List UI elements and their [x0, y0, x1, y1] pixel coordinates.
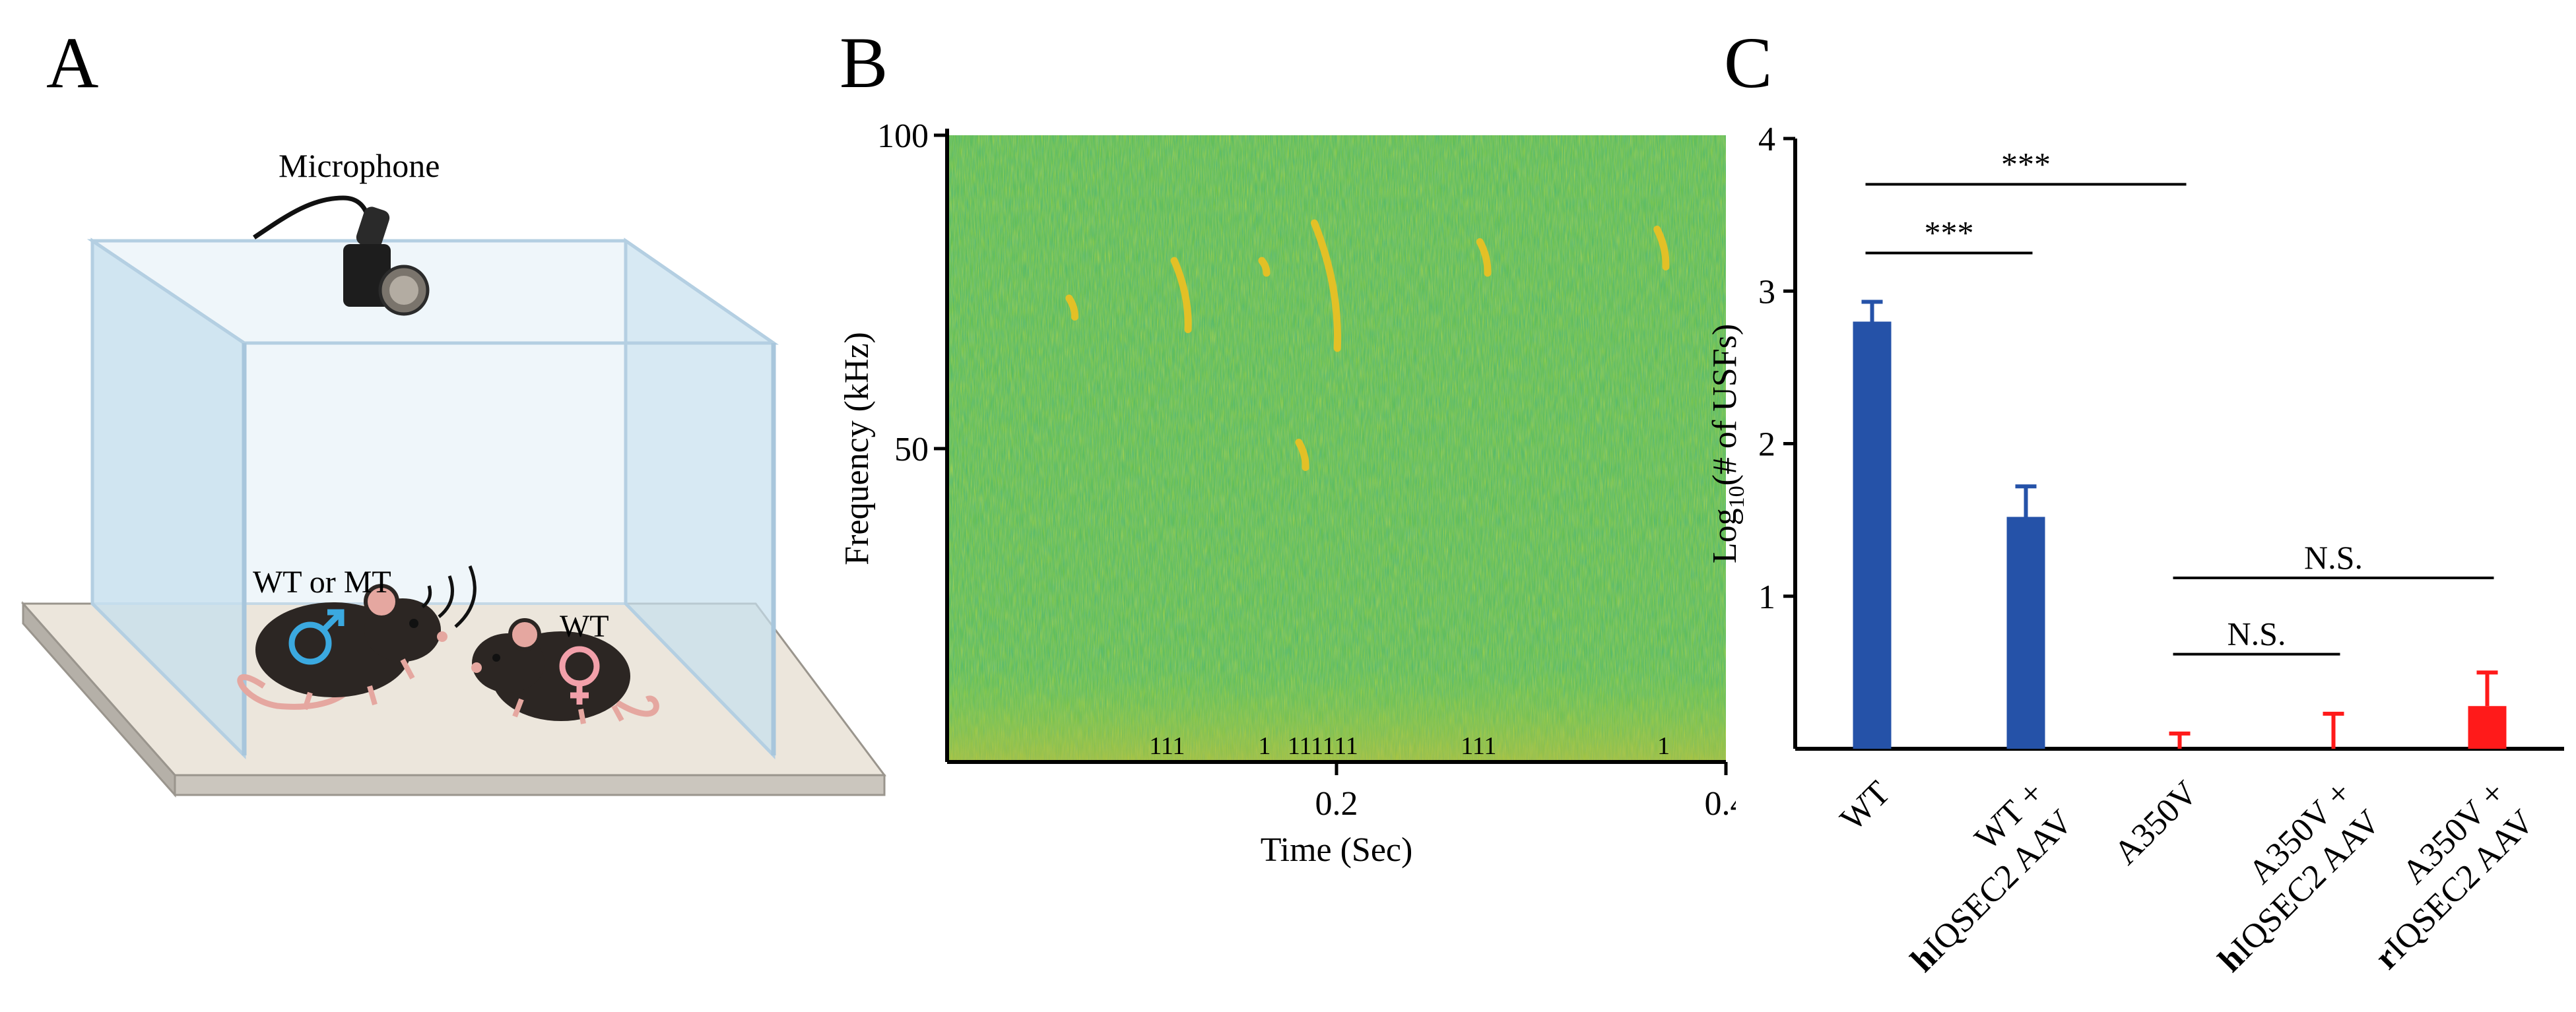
y-label-subscript: 10	[1725, 486, 1749, 508]
bar-series	[1853, 300, 2507, 749]
syllable-marks	[1065, 219, 1670, 471]
category-line1: A350V	[2107, 774, 2205, 872]
syllable-5	[1476, 238, 1492, 277]
event-mark-4: 1	[1657, 732, 1670, 760]
significance-label-0: ***	[2001, 145, 2051, 182]
y-axis-label: Log10(# of USFs)	[1706, 324, 1749, 563]
female-symbol-icon	[559, 646, 600, 705]
spectrogram-low-band	[947, 670, 1726, 762]
panel-b-letter: B	[840, 22, 888, 103]
event-mark-3: 111	[1461, 732, 1496, 760]
spectrogram-noise	[947, 135, 1726, 762]
category-label-2: A350V	[2107, 774, 2205, 872]
panel-c-letter: C	[1724, 22, 1773, 103]
male-symbol-icon	[288, 609, 345, 665]
category-label-1: WT +hIQSEC2 AAV	[1903, 774, 2080, 979]
sound-waves-icon	[421, 565, 477, 628]
significance-marks: *** *** N.S. N.S.	[1865, 145, 2494, 656]
syllable-3	[1311, 219, 1342, 352]
bar-chart: 1 2 3 4 *** *** N.S. N.S. WT WT +hIQSEC2 AAV A35…	[1706, 121, 2564, 979]
category-label-3: A350V +hIQSEC2 AAV	[2211, 774, 2387, 979]
floor-plate-front	[174, 774, 886, 796]
event-marks: 111 1 111111 111 1	[1149, 732, 1670, 760]
syllable-0	[1065, 294, 1078, 321]
event-mark-1: 1	[1258, 732, 1271, 760]
y-tick-label: 50	[894, 431, 929, 468]
y-tick-label: 100	[877, 117, 929, 155]
syllable-4	[1295, 439, 1309, 471]
y-tick-label: 1	[1758, 579, 1775, 616]
y-axis-label: Frequency (kHz)	[838, 332, 876, 565]
category-line1: WT	[1833, 774, 1898, 838]
event-mark-2: 111111	[1288, 732, 1358, 760]
significance-label-3: N.S.	[2228, 616, 2286, 652]
male-mouse-label: WT or MT	[253, 565, 391, 600]
bar-4	[2468, 706, 2507, 749]
y-tick-label: 4	[1758, 121, 1775, 158]
significance-label-2: N.S.	[2304, 539, 2363, 576]
syllable-6	[1653, 226, 1670, 270]
y-label-main: Log	[1706, 508, 1744, 563]
category-label-0: WT	[1833, 774, 1898, 838]
category-label-4: A350V +rIQSEC2 AAV	[2367, 774, 2541, 976]
bar-0	[1853, 321, 1892, 749]
syllable-1	[1170, 257, 1192, 333]
female-mouse-icon	[471, 618, 659, 724]
spectrogram-plot-area	[947, 135, 1726, 762]
syllable-2	[1258, 257, 1271, 277]
y-label-rest: (# of USFs)	[1706, 324, 1744, 486]
setup-illustration: Microphone WT or MT	[20, 147, 886, 798]
female-mouse-label: WT	[560, 609, 609, 644]
microphone-icon	[253, 195, 430, 316]
panel-a-letter: A	[46, 22, 99, 103]
microphone-label: Microphone	[279, 147, 440, 184]
event-mark-0: 111	[1149, 732, 1185, 760]
y-tick-label: 3	[1758, 273, 1775, 311]
male-mouse-icon	[237, 584, 447, 711]
x-axis-label: Time (Sec)	[1261, 831, 1413, 869]
category-labels: WT WT +hIQSEC2 AAV A350V A350V +hIQSEC2 AAV…	[1833, 774, 2542, 979]
bar-1	[2006, 517, 2045, 749]
significance-label-1: ***	[1925, 214, 1974, 251]
panel-c: C 1 2 3 4 *** *** N.S. N.S. WT WT + hIQSEC2 AAV A…	[1690, 0, 2576, 1009]
x-tick-label: 0.2	[1315, 785, 1358, 823]
panel-a: A Microphone	[0, 0, 911, 1009]
y-tick-label: 2	[1758, 426, 1775, 464]
